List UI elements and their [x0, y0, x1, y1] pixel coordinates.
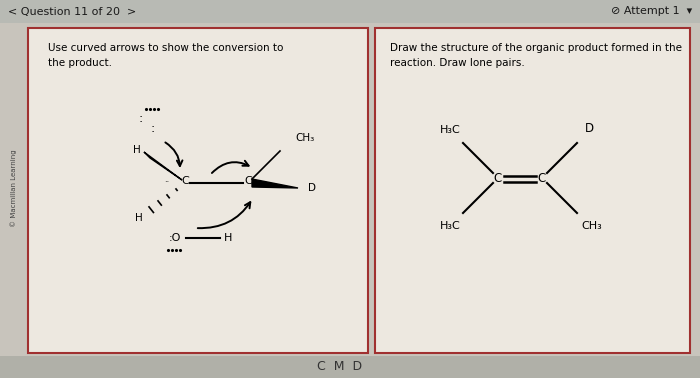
Polygon shape	[144, 152, 182, 180]
Text: :: :	[151, 121, 155, 135]
Text: H: H	[224, 233, 232, 243]
Text: © Macmillan Learning: © Macmillan Learning	[10, 149, 18, 227]
Bar	[0, 0, 700, 23]
Text: C: C	[244, 176, 252, 186]
Text: D: D	[308, 183, 316, 193]
Bar	[28, 28, 368, 353]
Text: C: C	[494, 172, 502, 184]
Text: ..: ..	[164, 175, 169, 184]
Text: :O: :O	[169, 233, 181, 243]
Text: H: H	[133, 145, 141, 155]
Text: CH₃: CH₃	[295, 133, 314, 143]
Text: C: C	[538, 172, 546, 184]
Text: H₃C: H₃C	[440, 221, 461, 231]
Text: CH₃: CH₃	[582, 221, 603, 231]
Text: C: C	[181, 176, 189, 186]
Text: ⊘ Attempt 1  ▾: ⊘ Attempt 1 ▾	[610, 6, 692, 17]
Text: Use curved arrows to show the conversion to: Use curved arrows to show the conversion…	[48, 43, 284, 53]
Text: C  M  D: C M D	[317, 361, 363, 373]
Text: the product.: the product.	[48, 58, 112, 68]
Text: H: H	[135, 213, 143, 223]
Text: < Question 11 of 20  >: < Question 11 of 20 >	[8, 6, 136, 17]
Text: :: :	[139, 112, 143, 124]
Text: reaction. Draw lone pairs.: reaction. Draw lone pairs.	[390, 58, 525, 68]
Text: D: D	[584, 121, 594, 135]
Text: H₃C: H₃C	[440, 125, 461, 135]
Bar	[0, 356, 700, 378]
Bar	[375, 28, 690, 353]
Polygon shape	[252, 179, 298, 188]
Text: Draw the structure of the organic product formed in the: Draw the structure of the organic produc…	[390, 43, 682, 53]
